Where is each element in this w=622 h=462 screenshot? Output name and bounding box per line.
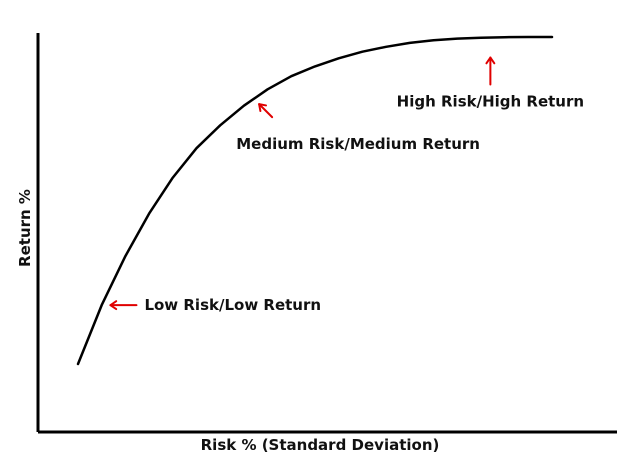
annotation-arrow-medium (258, 103, 274, 119)
series-layer (76, 35, 554, 366)
y-axis-label: Return % (16, 189, 34, 267)
series-line-0 (76, 35, 554, 366)
x-axis-label: Risk % (Standard Deviation) (201, 436, 440, 454)
annotation-label-high: High Risk/High Return (397, 93, 584, 111)
annotation-arrow-low (109, 300, 138, 311)
annotation-label-medium: Medium Risk/Medium Return (236, 135, 480, 153)
annotation-label-low: Low Risk/Low Return (144, 296, 321, 314)
annotation-arrow-high (485, 56, 496, 86)
annotation-layer: Low Risk/Low Return Medium Risk/Medium Re… (109, 56, 584, 314)
